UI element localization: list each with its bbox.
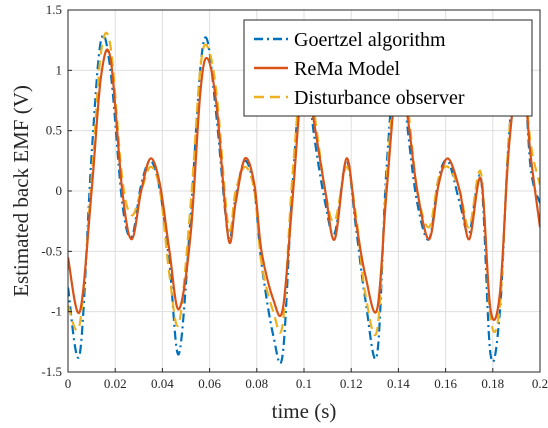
y-axis-ticks: -1.5 -1 -0.5 0 0.5 1 1.5 — [41, 2, 72, 379]
legend-label-2: Disturbance observer — [294, 87, 465, 109]
x-tick-label: 0.08 — [245, 376, 268, 391]
legend-box — [243, 19, 533, 117]
y-tick-label: -0.5 — [41, 243, 62, 258]
legend-label-1: ReMa Model — [294, 58, 401, 80]
y-axis-label: Estimated back EMF (V) — [9, 85, 33, 297]
y-tick-label: 1.5 — [46, 2, 62, 17]
x-tick-label: 0 — [65, 376, 72, 391]
x-tick-label: 0.14 — [387, 376, 410, 391]
x-tick-label: 0.2 — [532, 376, 548, 391]
x-tick-label: 0.04 — [151, 376, 174, 391]
legend-label-0: Goertzel algorithm — [294, 29, 446, 51]
y-tick-label: 0 — [56, 183, 63, 198]
x-tick-label: 0.16 — [434, 376, 457, 391]
x-axis-label: time (s) — [272, 399, 337, 423]
x-tick-label: 0.02 — [104, 376, 127, 391]
y-tick-label: -1 — [51, 304, 62, 319]
legend: Goertzel algorithm ReMa Model Disturbance … — [243, 19, 533, 117]
x-tick-label: 0.06 — [198, 376, 221, 391]
y-tick-label: 0.5 — [46, 123, 62, 138]
x-tick-label: 0.12 — [340, 376, 363, 391]
y-tick-label: -1.5 — [41, 364, 62, 379]
x-tick-label: 0.1 — [296, 376, 312, 391]
y-tick-label: 1 — [56, 62, 63, 77]
x-axis-ticks: 0 0.02 0.04 0.06 0.08 0.1 0.12 0.14 0.16 0.18 0.2 — [65, 368, 548, 391]
x-tick-label: 0.18 — [481, 376, 504, 391]
